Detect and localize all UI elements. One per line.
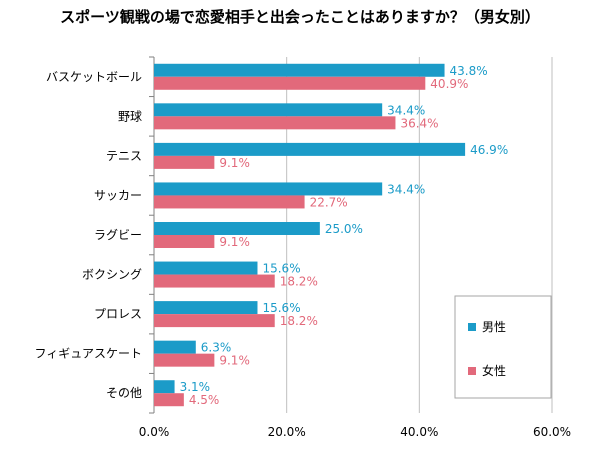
category-label: その他: [106, 386, 142, 400]
data-label-male: 6.3%: [201, 341, 232, 355]
data-label-female: 18.2%: [280, 275, 318, 289]
category-label: サッカー: [94, 188, 142, 202]
legend: 男性 女性: [454, 295, 552, 399]
bar-male: [154, 63, 445, 77]
category-label: フィギュアスケート: [34, 347, 142, 361]
data-label-female: 9.1%: [219, 235, 250, 249]
bar-female: [154, 235, 215, 248]
x-tick-label: 20.0%: [268, 425, 306, 439]
data-label-female: 9.1%: [219, 354, 250, 368]
bar-male: [154, 182, 383, 196]
bar-female: [154, 353, 215, 367]
bar-male: [154, 222, 320, 235]
data-label-male: 3.1%: [180, 380, 211, 394]
legend-swatch-male: [468, 323, 476, 331]
bar-male: [154, 103, 383, 117]
x-tick-label: 60.0%: [533, 425, 571, 439]
legend-label-male: 男性: [482, 320, 506, 334]
bars: 43.8%40.9%34.4%36.4%46.9%9.1%34.4%22.7%2…: [154, 63, 508, 407]
data-label-male: 34.4%: [387, 182, 425, 196]
tick-labels: 0.0% 20.0% 40.0% 60.0%: [139, 425, 571, 439]
category-labels: バスケットボール野球テニスサッカーラグビーボクシングプロレスフィギュアスケートそ…: [34, 70, 142, 400]
bar-male: [154, 301, 258, 315]
bar-male: [154, 261, 258, 275]
data-label-male: 15.6%: [262, 262, 300, 276]
category-label: テニス: [106, 149, 142, 163]
data-label-female: 22.7%: [310, 195, 348, 209]
bar-female: [154, 314, 275, 328]
category-label: 野球: [118, 109, 142, 123]
bar-male: [154, 142, 466, 156]
data-label-male: 25.0%: [325, 222, 363, 236]
bar-female: [154, 393, 184, 407]
bar-female: [154, 195, 305, 209]
category-label: プロレス: [94, 307, 142, 321]
bar-female: [154, 155, 215, 169]
data-label-male: 15.6%: [262, 301, 300, 315]
data-label-male: 34.4%: [387, 103, 425, 117]
data-label-female: 36.4%: [400, 116, 438, 130]
bar-female: [154, 116, 396, 130]
category-label: ボクシング: [82, 268, 142, 282]
data-label-male: 43.8%: [450, 64, 488, 78]
legend-swatch-female: [468, 367, 476, 375]
bar-female: [154, 274, 275, 288]
data-label-female: 4.5%: [189, 393, 220, 407]
data-label-female: 18.2%: [280, 314, 318, 328]
category-label: バスケットボール: [46, 70, 142, 84]
category-label: ラグビー: [94, 228, 142, 242]
bar-female: [154, 76, 426, 90]
x-tick-label: 0.0%: [139, 425, 170, 439]
data-label-female: 9.1%: [219, 156, 250, 170]
data-label-male: 46.9%: [470, 143, 508, 157]
y-axis: [149, 56, 155, 414]
legend-label-female: 女性: [482, 363, 506, 378]
chart-title: スポーツ観戦の場で恋愛相手と出会ったことはありますか？（男女別）: [60, 8, 540, 26]
bar-male: [154, 340, 196, 354]
legend-box: [454, 295, 552, 399]
bar-male: [154, 380, 175, 394]
data-label-female: 40.9%: [430, 77, 468, 91]
x-tick-label: 40.0%: [400, 425, 438, 439]
